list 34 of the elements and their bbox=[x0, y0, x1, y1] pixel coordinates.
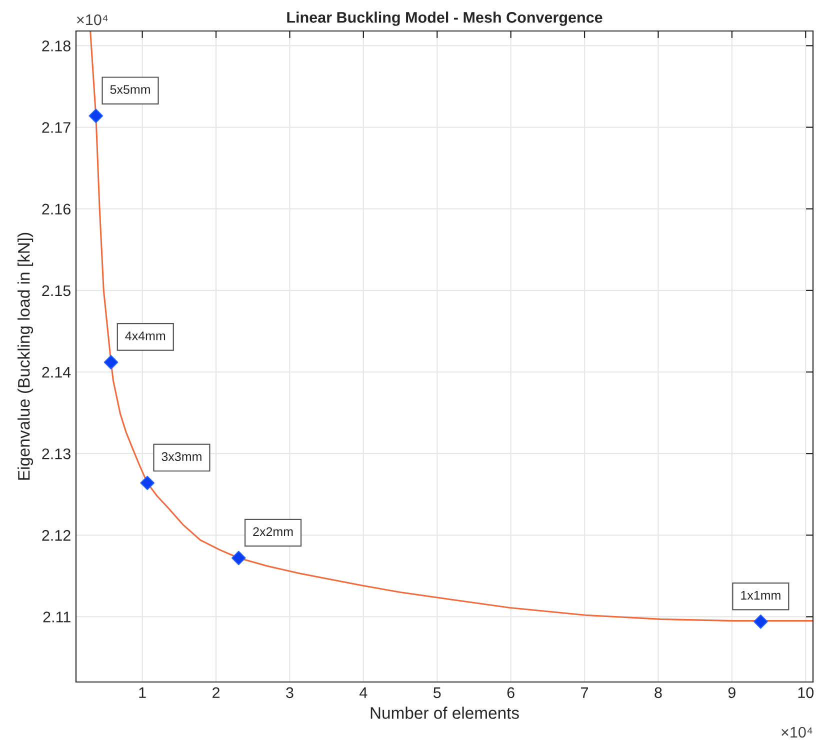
annotation: 2x2mm bbox=[253, 527, 293, 536]
y-tick-label: 2.16 bbox=[42, 204, 70, 215]
x-tick-label: 10 bbox=[798, 687, 814, 698]
x-tick-label: 3 bbox=[286, 687, 294, 698]
y-tick-label: 2.18 bbox=[42, 40, 70, 52]
y-tick-label: 2.17 bbox=[42, 122, 70, 133]
point bbox=[232, 550, 246, 566]
y-tick-label: 2.11 bbox=[43, 612, 70, 622]
y-axis-title: Eigenvalue (Buckling load in [kN]) bbox=[18, 232, 34, 480]
chart-title: Linear Buckling Model - Mesh Convergence bbox=[287, 12, 602, 26]
x-tick-label: 7 bbox=[581, 687, 588, 698]
y-tick-label: 2.14 bbox=[42, 366, 71, 378]
y-tick-label: 2.13 bbox=[42, 448, 70, 460]
x-tick-label: 1 bbox=[139, 687, 146, 698]
line-series bbox=[90, 31, 813, 622]
y-tick-label: 2.15 bbox=[42, 285, 70, 296]
x-tick-label: 2 bbox=[212, 687, 220, 698]
x-tick-label: 9 bbox=[728, 687, 736, 698]
annotation: 3x3mm bbox=[162, 452, 202, 462]
point bbox=[104, 355, 118, 370]
point bbox=[754, 614, 768, 629]
y-tick-label: 2.12 bbox=[42, 530, 70, 541]
x-tick-label: 5 bbox=[433, 687, 441, 698]
x-axis-title: Number of elements bbox=[370, 706, 519, 719]
annotation: 5x5mm bbox=[110, 85, 150, 94]
annotation: 1x1mm bbox=[741, 590, 780, 600]
point bbox=[88, 108, 104, 123]
x-tick-label: 8 bbox=[654, 687, 662, 698]
x-tick-label: 4 bbox=[360, 687, 368, 698]
text: ×10⁴ bbox=[782, 726, 812, 738]
point bbox=[140, 476, 154, 490]
annotation: 4x4mm bbox=[125, 332, 166, 340]
x-tick-label: 6 bbox=[507, 687, 514, 698]
text: ×10⁴ bbox=[77, 14, 108, 26]
